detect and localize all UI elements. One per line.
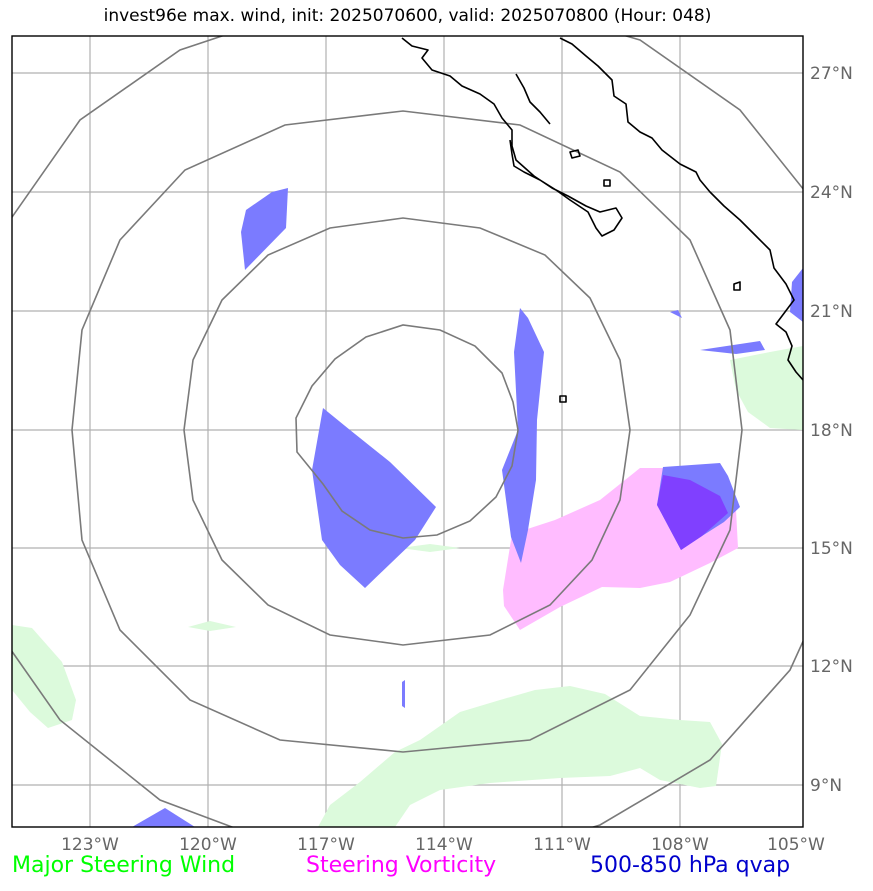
coastline-baja-california: [401, 37, 623, 237]
island-small-2: [603, 179, 611, 187]
longitude-tick-labels: 123°W 120°W 117°W 114°W 111°W 108°W 105°…: [61, 835, 825, 855]
steering-wind-area-east: [730, 346, 803, 430]
lon-tick-114w: 114°W: [415, 835, 473, 855]
qvap-area-north-band: [502, 308, 544, 563]
map-title: invest96e max. wind, init: 2025070600, v…: [103, 6, 712, 26]
latitude-tick-labels: 27°N 24°N 21°N 18°N 15°N 12°N 9°N: [810, 64, 853, 796]
lon-tick-120w: 120°W: [179, 835, 237, 855]
range-rings: [12, 36, 803, 827]
lon-tick-108w: 108°W: [651, 835, 709, 855]
steering-wind-area-small-west: [188, 621, 236, 631]
qvap-area-northwest: [241, 188, 288, 270]
coastlines: [401, 37, 803, 403]
lon-tick-111w: 111°W: [533, 835, 591, 855]
steering-wind-area-center-sliver: [400, 544, 460, 552]
lat-tick-18n: 18°N: [810, 421, 853, 441]
lat-tick-24n: 24°N: [810, 183, 853, 203]
steering-wind-area-southern-band: [318, 686, 722, 827]
coastline-gulf-of-california-east: [559, 37, 803, 381]
lat-tick-21n: 21°N: [810, 302, 853, 322]
island-small-1: [569, 149, 581, 159]
lon-tick-123w: 123°W: [61, 835, 119, 855]
coastline-baja-inner-shore: [515, 73, 551, 125]
island-small-4: [559, 395, 567, 403]
qvap-area-east-edge: [790, 268, 803, 322]
legend-qvap: 500-850 hPa qvap: [590, 853, 791, 878]
range-ring-2: [183, 217, 631, 646]
range-ring-4: [12, 36, 803, 827]
map-frame: [11, 35, 804, 828]
qvap-area-storm-center: [312, 408, 436, 588]
gridlines: [12, 36, 803, 827]
lat-tick-9n: 9°N: [810, 776, 842, 796]
island-small-3: [733, 281, 741, 291]
overlap-area: [657, 475, 728, 550]
lat-tick-15n: 15°N: [810, 539, 853, 559]
steering-wind-areas: [12, 346, 803, 827]
lon-tick-105w: 105°W: [767, 835, 825, 855]
legend-major-steering-wind: Major Steering Wind: [12, 853, 236, 878]
range-ring-1: [295, 324, 519, 539]
lon-tick-117w: 117°W: [297, 835, 355, 855]
steering-wind-area-west: [12, 625, 76, 728]
legend-steering-vorticity: Steering Vorticity: [306, 853, 497, 878]
qvap-area-tiny-east: [670, 310, 682, 318]
lat-tick-27n: 27°N: [810, 64, 853, 84]
range-ring-3: [71, 110, 743, 753]
qvap-area-southwest: [132, 808, 195, 827]
qvap-area-south-tick: [402, 680, 405, 708]
lat-tick-12n: 12°N: [810, 657, 853, 677]
